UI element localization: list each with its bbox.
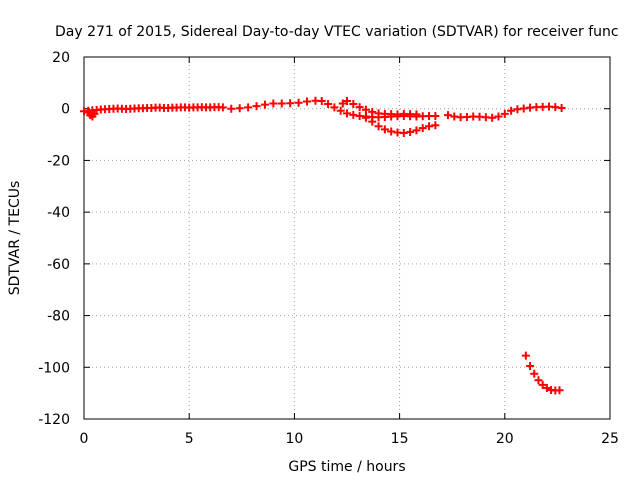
data-point <box>431 121 440 130</box>
y-tick-label: -60 <box>47 257 70 273</box>
data-point <box>412 126 421 135</box>
data-point <box>443 111 452 120</box>
data-point <box>431 111 440 120</box>
data-point <box>425 122 434 131</box>
data-point <box>343 109 351 118</box>
series-late-drop <box>521 351 564 395</box>
data-point <box>555 386 564 395</box>
data-point <box>338 99 347 108</box>
data-point <box>324 100 333 109</box>
data-point <box>418 124 427 133</box>
data-point <box>412 110 421 119</box>
series-segment-3 <box>443 102 566 122</box>
data-point <box>374 122 383 131</box>
data-point <box>269 99 278 108</box>
data-point <box>387 127 396 136</box>
data-point <box>227 104 236 113</box>
data-point <box>557 103 566 112</box>
series-main-dip <box>84 108 99 121</box>
data-point <box>526 361 535 370</box>
series-segment-2-lower <box>361 113 440 138</box>
y-tick-label: -120 <box>38 412 70 428</box>
x-tick-label: 25 <box>601 431 619 447</box>
data-point <box>303 97 312 106</box>
data-point <box>488 113 497 122</box>
data-point <box>380 125 389 134</box>
tick-labels: 0 5 10 15 20 25 20 0 -20 -40 -60 -80 -100 -120 <box>38 50 619 447</box>
data-point <box>349 100 358 109</box>
y-tick-label: -20 <box>47 153 70 169</box>
data-point <box>218 103 227 112</box>
data-point <box>260 100 269 109</box>
data-point <box>349 110 358 119</box>
data-point <box>406 127 415 136</box>
data-point <box>530 369 539 378</box>
data-point <box>507 106 516 115</box>
data-point <box>294 98 303 107</box>
x-tick-label: 15 <box>391 431 409 447</box>
data-point <box>90 109 99 118</box>
data-point <box>399 129 408 138</box>
series-segment-2-upper <box>338 96 421 119</box>
y-tick-label: -80 <box>47 309 70 325</box>
data-point <box>538 380 547 389</box>
series-main <box>80 103 227 116</box>
data-point <box>343 96 351 105</box>
data-point <box>355 103 364 112</box>
chart-title: Day 271 of 2015, Sidereal Day-to-day VTE… <box>55 24 619 40</box>
y-tick-label: -40 <box>47 205 70 221</box>
data-point <box>286 99 295 108</box>
data-point <box>521 351 530 360</box>
x-tick-label: 0 <box>80 431 89 447</box>
data-point <box>500 109 509 118</box>
y-axis-label: SDTVAR / TECUs <box>7 181 23 296</box>
data-point <box>317 96 326 105</box>
data-point <box>235 104 244 113</box>
y-tick-label: 20 <box>52 50 70 66</box>
plot-frame <box>83 56 611 420</box>
data-marks <box>80 96 566 395</box>
series-segment-2 <box>227 96 440 122</box>
data-point <box>361 113 370 122</box>
data-point <box>534 376 543 385</box>
y-tick-label: -100 <box>38 360 70 376</box>
ticks <box>83 56 611 420</box>
data-point <box>336 106 345 115</box>
y-tick-label: 0 <box>61 102 70 118</box>
data-point <box>368 117 377 126</box>
x-tick-label: 20 <box>496 431 514 447</box>
data-point <box>494 112 503 121</box>
data-point <box>542 383 551 392</box>
data-point <box>368 107 377 116</box>
data-point <box>252 102 261 111</box>
x-axis-label: GPS time / hours <box>288 459 405 475</box>
x-tick-label: 10 <box>285 431 303 447</box>
data-point <box>244 103 253 112</box>
data-point <box>277 99 286 108</box>
x-tick-label: 5 <box>185 431 194 447</box>
data-point <box>330 103 339 112</box>
data-point <box>361 105 370 114</box>
